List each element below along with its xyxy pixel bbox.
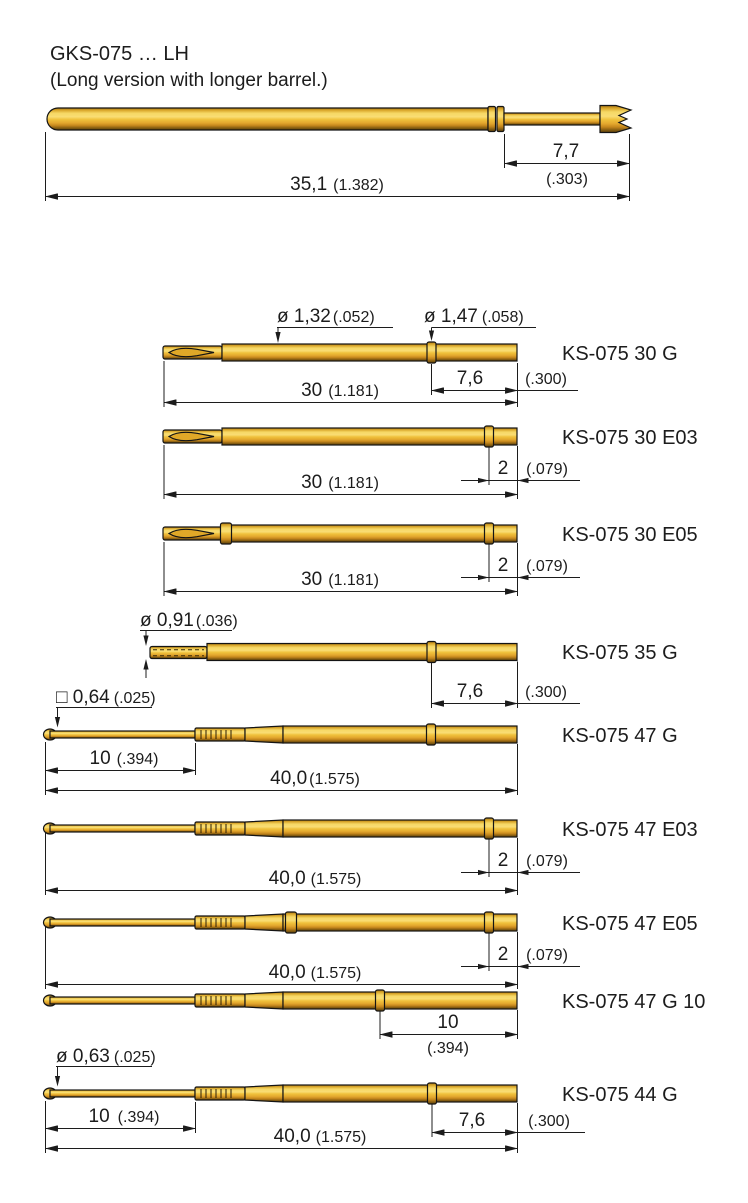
page-title: GKS-075 … LH <box>50 43 189 65</box>
probe-ring <box>426 640 437 664</box>
probe-collar <box>219 522 233 545</box>
dim-tip-mm: 7,6 <box>457 681 483 702</box>
part-label: KS-075 30 G <box>562 343 678 365</box>
figure-ks-075-47-e05: KS-075 47 E05 2 (.079) 40,0 (1.575) <box>42 911 698 989</box>
dim-tip-mm: 7,6 <box>459 1110 485 1131</box>
dim-tip-inch: (.079) <box>526 853 568 870</box>
probe-collar <box>284 911 298 934</box>
dim-left: 10 (.394) <box>89 1106 160 1127</box>
page-subtitle: (Long version with longer barrel.) <box>50 70 328 91</box>
dia-barrel-label: ø 1,32 (.052) <box>277 306 375 327</box>
probe-ring <box>483 425 495 448</box>
probe-body <box>162 524 518 543</box>
probe-body <box>42 991 518 1010</box>
dia-tip-label: ø 0,91 (.036) <box>140 610 238 631</box>
dim-tip-mm: 7,6 <box>457 368 483 389</box>
probe-collar <box>487 105 497 133</box>
dim-mid-mm: 10 <box>437 1012 458 1033</box>
probe-barrel <box>206 642 518 662</box>
probe-ring <box>483 522 495 545</box>
dim-tip-mm: 7,7 <box>553 141 579 162</box>
part-label: KS-075 47 E05 <box>562 913 698 935</box>
part-label: KS-075 44 G <box>562 1084 678 1106</box>
part-label: KS-075 47 G <box>562 725 678 747</box>
dim-full: 30 (1.181) <box>301 472 379 493</box>
dim-full: 30 (1.181) <box>301 569 379 590</box>
part-label: KS-075 35 G <box>562 642 678 664</box>
figure-ks-075-47-g: KS-075 47 G □ 0,64 (.025) 10 (.394) 40,0 (1… <box>42 687 678 795</box>
figure-ks-075-30-g: KS-075 30 G ø 1,32 (.052) ø 1,47 (.058) 7,… <box>162 306 678 407</box>
dia-tip-label: ø 0,63 (.025) <box>56 1046 156 1067</box>
dim-full: 30 (1.181) <box>301 380 379 401</box>
dim-tip-inch: (.079) <box>526 558 568 575</box>
figure-ks-075-30-e03: KS-075 30 E03 2 (.079) 30 (1.181) <box>162 425 698 499</box>
dia-collar-label: ø 1,47 (.058) <box>424 306 524 327</box>
dim-full: 40,0 (1.575) <box>269 868 362 889</box>
probe-ring <box>425 723 437 746</box>
probe-body <box>42 1084 518 1103</box>
probe-ring <box>426 341 437 364</box>
dim-tip-inch: (.303) <box>546 171 588 188</box>
dim-tip-inch: (.079) <box>526 947 568 964</box>
part-label: KS-075 30 E03 <box>562 427 698 449</box>
probe-ring <box>483 911 495 934</box>
dim-left: 10 (.394) <box>90 748 159 769</box>
part-label: KS-075 47 G 10 <box>562 991 705 1013</box>
probe-plunger <box>503 112 601 126</box>
figure-ks-075-44-g: ø 0,63 (.025) KS-075 44 G 10 (.394) 7,6 (.… <box>42 1046 678 1153</box>
probe-body <box>42 913 518 932</box>
square-tip-label: □ 0,64 (.025) <box>56 687 156 708</box>
probe-body <box>162 343 518 362</box>
dim-tip-inch: (.300) <box>525 684 567 701</box>
probe-body <box>162 427 518 446</box>
probe-barrel <box>46 107 489 131</box>
dim-tip-inch: (.079) <box>526 461 568 478</box>
dim-tip-inch: (.300) <box>525 371 567 388</box>
crown-tip <box>599 104 633 134</box>
figure-gks-075-lh: 7,7 (.303) 35,1 (1.382) <box>44 104 633 201</box>
probe-ring <box>374 989 386 1012</box>
figure-ks-075-47-g-10: KS-075 47 G 10 10 (.394) <box>42 989 705 1057</box>
part-label: KS-075 47 E03 <box>562 819 698 841</box>
dim-tip-mm: 2 <box>498 555 509 576</box>
probe-body <box>42 725 518 744</box>
part-label: KS-075 30 E05 <box>562 524 698 546</box>
dim-tip-mm: 2 <box>498 850 509 871</box>
figure-ks-075-35-g: KS-075 35 G ø 0,91 (.036) 7,6 (.300) <box>140 610 678 708</box>
probe-collar <box>496 105 505 133</box>
dim-full: 35,1 (1.382) <box>290 174 384 195</box>
probe-ring <box>426 1082 438 1105</box>
probe-tip-sleeve <box>149 645 208 660</box>
dim-full: 40,0 (1.575) <box>270 768 360 789</box>
figure-ks-075-47-e03: KS-075 47 E03 2 (.079) 40,0 (1.575) <box>42 817 698 895</box>
dim-full: 40,0 (1.575) <box>274 1126 367 1147</box>
dim-tip-inch: (.300) <box>528 1113 570 1130</box>
dim-tip-mm: 2 <box>498 458 509 479</box>
figure-ks-075-30-e05: KS-075 30 E05 2 (.079) 30 (1.181) <box>162 522 698 596</box>
dim-tip-mm: 2 <box>498 944 509 965</box>
dim-full: 40,0 (1.575) <box>269 962 362 983</box>
dim-mid-inch: (.394) <box>427 1040 469 1057</box>
probe-body <box>42 819 518 838</box>
probe-ring <box>483 817 495 840</box>
